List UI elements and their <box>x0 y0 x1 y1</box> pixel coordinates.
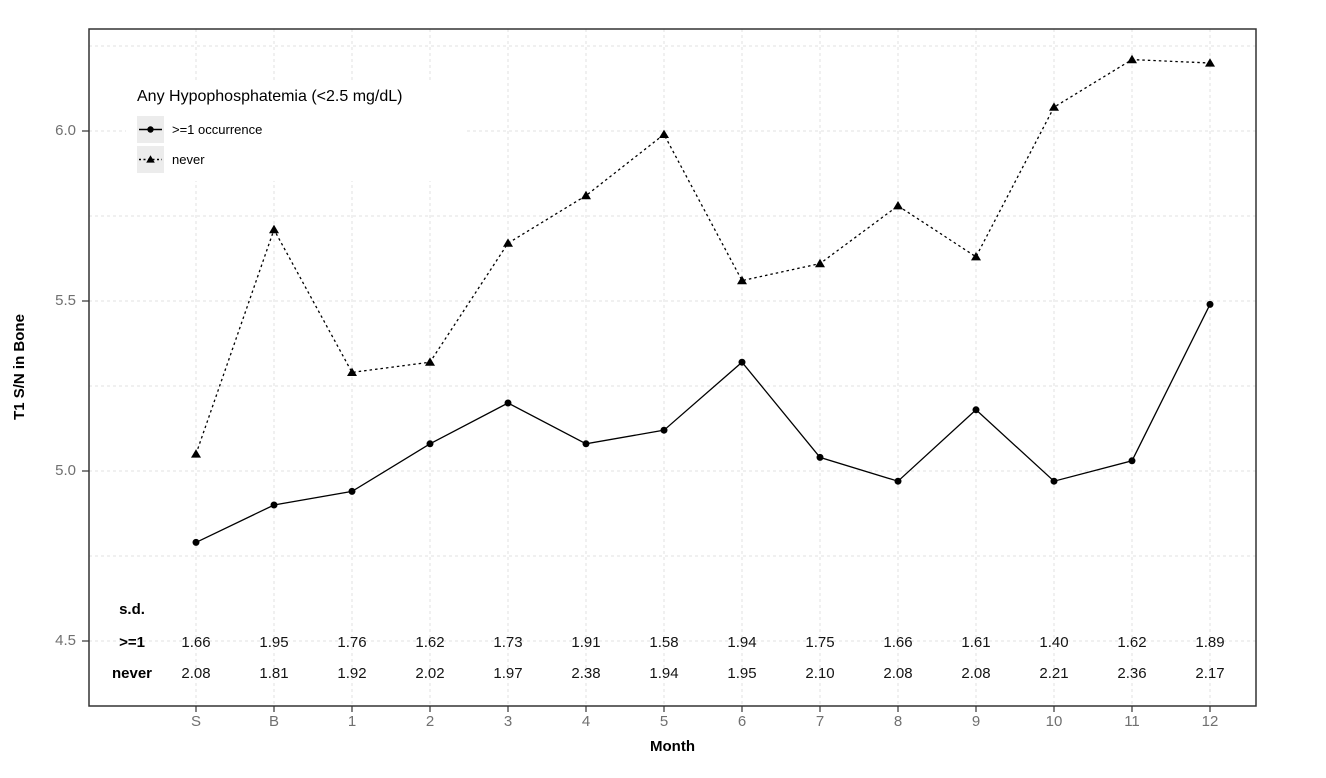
sd-value: 1.76 <box>337 634 367 651</box>
x-tick-label: 7 <box>815 713 825 730</box>
x-tick-label: 11 <box>1124 713 1140 730</box>
sd-value: 1.62 <box>415 634 445 651</box>
sd-value: 2.38 <box>571 665 601 682</box>
data-point-triangle <box>1205 58 1215 67</box>
data-point-triangle <box>737 275 747 285</box>
sd-value: 1.95 <box>727 665 757 682</box>
sd-value: 1.73 <box>493 634 523 651</box>
sd-value: 1.94 <box>727 634 757 651</box>
data-point-circle <box>348 487 356 495</box>
data-point-circle <box>660 426 668 434</box>
data-point-circle <box>738 358 746 366</box>
y-tick-label: 6.0 <box>55 122 76 139</box>
sd-value: 1.95 <box>259 634 289 651</box>
data-point-circle <box>1206 300 1214 308</box>
x-axis-title: Month <box>650 738 695 755</box>
legend-background <box>126 83 466 181</box>
y-axis-title: T1 S/N in Bone <box>11 314 28 420</box>
x-tick-label: 9 <box>971 713 981 730</box>
legend-item-never-label: never <box>172 152 205 167</box>
sd-value: 1.66 <box>181 634 211 651</box>
x-tick-label: B <box>268 713 279 730</box>
data-point-circle <box>972 406 980 414</box>
data-point-triangle <box>659 129 669 138</box>
data-point-circle <box>582 440 590 448</box>
x-tick-label: 4 <box>581 713 591 730</box>
data-point-triangle <box>269 224 279 234</box>
data-point-triangle <box>581 190 591 200</box>
x-tick-label: 1 <box>347 713 357 730</box>
sd-value: 1.97 <box>493 665 523 682</box>
sd-value: 1.61 <box>961 634 991 651</box>
data-point-circle <box>1050 477 1058 485</box>
data-point-circle <box>894 477 902 485</box>
sd-value: 1.66 <box>883 634 913 651</box>
sd-value: 1.81 <box>259 665 289 682</box>
y-tick-label: 4.5 <box>55 632 76 649</box>
data-point-circle <box>1128 457 1136 465</box>
sd-table-header: s.d. <box>119 601 145 618</box>
data-point-circle <box>192 538 200 546</box>
series-line-never <box>195 58 1211 455</box>
sd-value: 1.58 <box>649 634 679 651</box>
sd-value: 1.89 <box>1195 634 1225 651</box>
series-line-occurrence <box>195 304 1211 543</box>
sd-value: 1.92 <box>337 665 367 682</box>
sd-value: 2.08 <box>883 665 913 682</box>
x-tick-label: 12 <box>1201 713 1219 730</box>
sd-row-label-ge1: >=1 <box>119 634 145 651</box>
sd-value: 2.10 <box>805 665 835 682</box>
panel-border <box>88 28 1257 707</box>
data-point-triangle <box>971 252 981 261</box>
data-point-triangle <box>425 357 435 366</box>
x-tick-label: 6 <box>737 713 747 730</box>
data-point-triangle <box>815 258 825 268</box>
sd-row-label-never: never <box>111 665 153 682</box>
legend-item-occurrence-label: >=1 occurrence <box>172 122 263 137</box>
sd-value: 1.40 <box>1039 634 1069 651</box>
sd-value: 2.08 <box>181 665 211 682</box>
data-point-triangle <box>503 238 513 247</box>
x-tick-label: S <box>190 713 201 730</box>
sd-value: 2.21 <box>1039 665 1069 682</box>
sd-value: 2.02 <box>415 665 445 682</box>
sd-value: 1.75 <box>805 634 835 651</box>
sd-value: 2.17 <box>1195 665 1225 682</box>
sd-value: 1.62 <box>1117 634 1147 651</box>
x-tick-label: 10 <box>1045 713 1063 730</box>
data-point-circle <box>426 440 434 448</box>
data-point-circle <box>504 399 512 407</box>
sd-value: 2.08 <box>961 665 991 682</box>
legend-key-triangle-marker <box>146 155 155 163</box>
sd-value: 1.91 <box>571 634 601 651</box>
data-point-triangle <box>1127 54 1137 64</box>
data-point-circle <box>816 453 824 461</box>
x-tick-label: 2 <box>425 713 435 730</box>
data-point-triangle <box>191 449 201 458</box>
data-point-triangle <box>893 201 903 210</box>
data-point-triangle <box>347 367 357 376</box>
y-tick-label: 5.0 <box>55 462 76 479</box>
x-tick-label: 5 <box>659 713 669 730</box>
sd-value: 2.36 <box>1117 665 1147 682</box>
x-tick-label: 8 <box>893 713 903 730</box>
legend-title: Any Hypophosphatemia (<2.5 mg/dL) <box>137 88 403 105</box>
data-point-triangle <box>1049 102 1059 111</box>
y-tick-label: 5.5 <box>55 292 76 309</box>
sd-value: 1.94 <box>649 665 679 682</box>
data-point-circle <box>270 501 278 509</box>
legend-key-circle-marker <box>147 126 154 133</box>
x-tick-label: 3 <box>503 713 513 730</box>
